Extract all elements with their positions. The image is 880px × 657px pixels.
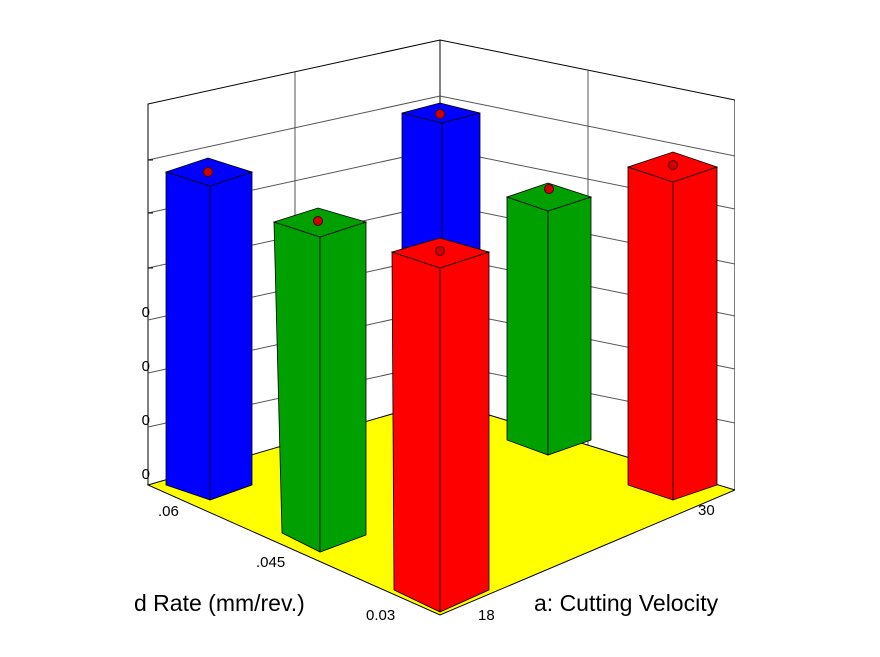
z-tick-label: 30: [698, 502, 715, 519]
y-tick-label: 0: [142, 466, 150, 483]
plot: [146, 39, 735, 616]
x-tick-label: .045: [256, 554, 285, 571]
x-axis-title: d Rate (mm/rev.): [134, 590, 305, 616]
y-tick-label: 0: [142, 304, 150, 321]
bar-blue-left: [164, 157, 254, 501]
bar-green-left: [272, 207, 368, 553]
y-tick-label: 0: [142, 412, 150, 429]
bar-red-front: [390, 237, 491, 613]
x-tick-label: .06: [158, 503, 179, 520]
y-tick-label: 0: [142, 358, 150, 375]
z-tick-label: 18: [478, 607, 495, 624]
bar-green-right: [505, 182, 593, 456]
bar-red-right: [626, 151, 719, 501]
x-tick-label: 0.03: [366, 607, 395, 624]
crop-mask: [735, 0, 880, 657]
z-axis-title: a: Cutting Velocity: [534, 590, 719, 616]
